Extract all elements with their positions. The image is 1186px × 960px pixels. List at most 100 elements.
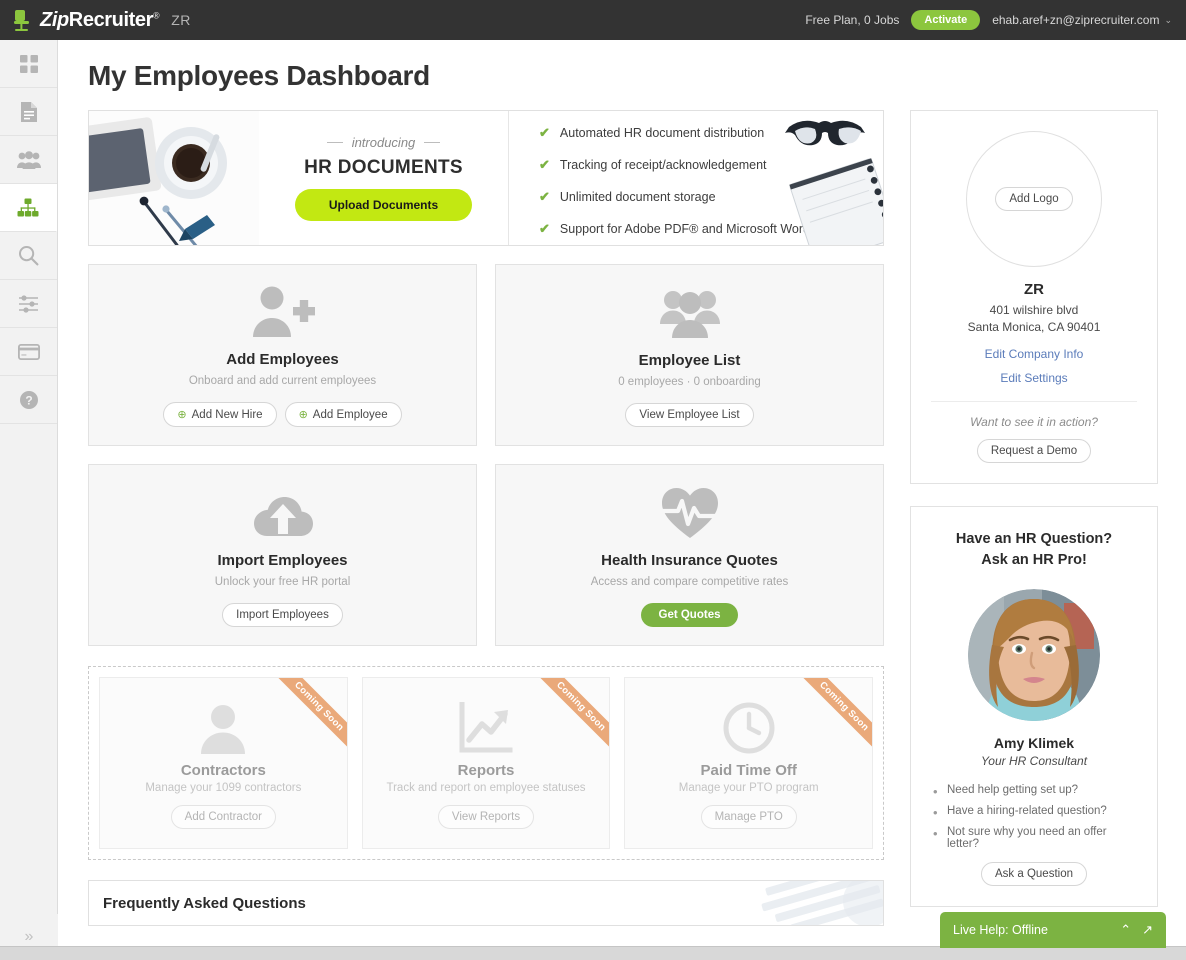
request-demo-button[interactable]: Request a Demo [976,438,1092,463]
activate-button[interactable]: Activate [911,10,981,30]
grid-icon [19,54,38,73]
top-header-bar: ZipRecruiter® ZR Free Plan, 0 Jobs Activ… [0,0,1186,40]
banner-introducing-label: introducing [327,135,441,150]
import-employees-button[interactable]: Import Employees [222,602,343,627]
brand-recruiter: Recruiter [68,8,154,31]
card-employee-list[interactable]: Employee List 0 employees · 0 onboarding… [495,264,884,446]
list-item: Not sure why you need an offer letter? [933,826,1141,850]
banner-bullet-item: ✔ Automated HR document distribution [539,125,883,141]
check-icon: ✔ [539,125,550,140]
divider [931,400,1137,402]
company-name: ZR [1024,281,1044,298]
add-employee-button[interactable]: ⊕ Add Employee [284,402,402,427]
help-icon: ? [19,390,38,409]
add-contractor-button[interactable]: Add Contractor [170,804,277,829]
ask-a-question-button[interactable]: Ask a Question [981,861,1087,886]
hr-pro-heading-line2: Ask an HR Pro! [981,551,1087,568]
coming-soon-section: Coming Soon Contractors Manage your 1099… [88,666,884,860]
main-column: introducing HR DOCUMENTS Upload Document… [88,110,884,926]
sidebar-item-documents[interactable] [0,88,57,136]
card-icon-wrap [659,484,720,540]
left-nav-rail: ? » [0,40,58,960]
card-actions: Get Quotes [640,602,739,627]
card-reports[interactable]: Coming Soon Reports Track and report on … [361,677,611,849]
coming-soon-ribbon: Coming Soon [517,678,610,770]
card-add-employees[interactable]: Add Employees Onboard and add current em… [88,264,477,446]
document-icon [20,101,37,122]
search-icon [19,246,39,266]
edit-settings-link[interactable]: Edit Settings [1000,370,1068,385]
card-title: Reports [457,761,515,779]
upload-documents-button[interactable]: Upload Documents [294,189,473,221]
window-bottom-strip [0,946,1186,960]
check-icon: ✔ [539,221,550,236]
hr-documents-banner: introducing HR DOCUMENTS Upload Document… [88,110,884,246]
chevron-up-icon[interactable]: ⌃ [1120,922,1132,937]
card-icon-wrap [251,283,315,339]
card-subtitle: Onboard and add current employees [188,375,377,387]
add-logo-button[interactable]: Add Logo [995,187,1073,211]
people-group-icon [659,290,720,338]
edit-company-info-link[interactable]: Edit Company Info [984,346,1084,361]
sidebar-item-billing[interactable] [0,328,57,376]
sidebar-item-search[interactable] [0,232,57,280]
manage-pto-button[interactable]: Manage PTO [700,804,797,829]
header-right-group: Free Plan, 0 Jobs Activate ehab.aref+zn@… [805,10,1186,30]
user-email-text: ehab.aref+zn@ziprecruiter.com [992,13,1160,27]
sidebar-item-settings[interactable] [0,280,57,328]
avatar [968,588,1100,721]
user-account-menu[interactable]: ehab.aref+zn@ziprecruiter.com ⌄ [992,13,1172,27]
card-subtitle: Access and compare competitive rates [590,575,789,588]
sidebar-item-employees[interactable] [0,184,57,232]
coming-soon-label: Coming Soon [528,678,610,760]
card-icon-wrap [458,698,514,754]
banner-bullet-item: ✔ Unlimited document storage [539,189,883,205]
card-actions: Add Contractor [170,804,277,829]
clock-icon [723,702,775,753]
coming-soon-ribbon: Coming Soon [255,678,347,770]
card-actions: Manage PTO [700,804,797,829]
card-subtitle: 0 employees · 0 onboarding [618,375,761,388]
card-health-insurance-quotes[interactable]: Health Insurance Quotes Access and compa… [495,464,884,646]
card-icon-wrap [251,484,315,540]
view-reports-button[interactable]: View Reports [437,804,535,829]
consultant-name: Amy Klimek [993,734,1075,751]
banner-bullet-item: ✔ Support for Adobe PDF® and Microsoft W… [539,221,883,237]
plus-circle-icon: ⊕ [177,409,187,421]
sidebar-item-candidates[interactable] [0,136,57,184]
coming-soon-label: Coming Soon [265,678,347,760]
page-title: My Employees Dashboard [88,60,430,91]
sidebar-item-help[interactable]: ? [0,376,57,424]
brand-wordmark: ZipRecruiter® [40,8,160,32]
card-contractors[interactable]: Coming Soon Contractors Manage your 1099… [99,677,348,849]
card-actions: ⊕ Add New Hire ⊕ Add Employee [163,402,402,427]
card-icon-wrap [658,284,722,340]
add-new-hire-label: Add New Hire [191,408,263,421]
glasses-notebook-illustration-icon [785,120,883,245]
card-import-employees[interactable]: Import Employees Unlock your free HR por… [88,464,477,646]
check-icon: ✔ [539,157,550,172]
popout-arrow-icon[interactable]: ↗ [1142,922,1153,937]
brand-logo-group[interactable]: ZipRecruiter® ZR [0,7,191,33]
card-title: Add Employees [226,351,339,368]
card-subtitle: Manage your PTO program [678,781,819,794]
live-help-bar[interactable]: Live Help: Offline ⌃ ↗ [940,912,1166,948]
demo-prompt-text: Want to see it in action? [970,414,1098,429]
chevron-down-icon: ⌄ [1164,14,1172,25]
get-quotes-button[interactable]: Get Quotes [640,602,739,627]
coming-soon-ribbon: Coming Soon [780,678,873,770]
page-content: My Employees Dashboard [58,40,1186,960]
cloud-upload-icon [253,496,313,536]
consultant-role: Your HR Consultant [980,753,1088,768]
ziprecruiter-chair-icon [14,10,29,31]
sidebar-item-dashboard[interactable] [0,40,57,88]
view-employee-list-button[interactable]: View Employee List [625,402,754,427]
company-address-line2: Santa Monica, CA 90401 [967,320,1101,335]
banner-bullet-label: Tracking of receipt/acknowledgement [559,158,767,172]
faq-section[interactable]: Frequently Asked Questions [88,880,884,926]
list-item: Have a hiring-related question? [933,805,1141,820]
card-paid-time-off[interactable]: Coming Soon Paid Time Off Manage your PT… [624,677,874,849]
add-new-hire-button[interactable]: ⊕ Add New Hire [163,402,277,427]
card-icon-wrap [197,698,249,754]
brand-account-initials: ZR [171,12,191,28]
